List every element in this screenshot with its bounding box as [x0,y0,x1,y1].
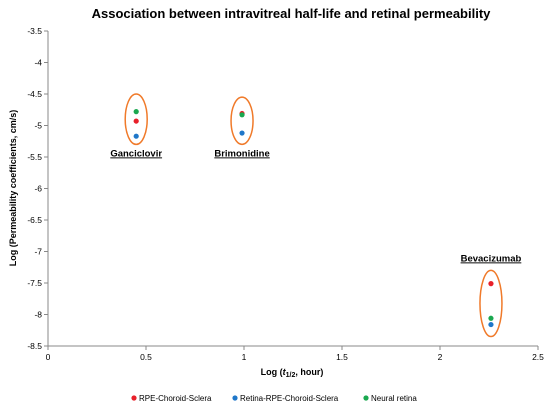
legend: RPE-Choroid-Sclera Retina-RPE-Choroid-Scl… [131,394,417,403]
data-point [488,321,494,328]
x-tick-label: 2 [438,352,443,362]
y-tick-label: -3.5 [27,26,42,36]
x-tick-label: 2.5 [532,352,544,362]
group-label: Brimonidine [214,148,269,159]
legend-label: Retina-RPE-Choroid-Sclera [240,394,339,403]
x-tick-label: 1.5 [336,352,348,362]
x-tick-label: 0.5 [140,352,152,362]
data-point [488,315,494,321]
data-point [133,133,139,139]
x-axis-label: Log (t1/2, hour) [261,367,324,379]
x-axis-label-subscript: 1/2 [286,372,296,379]
data-point [133,109,139,115]
y-tick-label: -5 [34,121,42,131]
group-label: Bevacizumab [461,253,522,264]
legend-marker [363,395,369,401]
y-tick-label: -8 [34,310,42,320]
legend-marker [131,395,137,401]
x-axis-label-variable: t [283,367,287,377]
x-tick-label: 1 [242,352,247,362]
y-tick-label: -8.5 [27,341,42,351]
group-ellipse [124,93,148,146]
data-point [239,130,245,136]
y-tick-label: -5.5 [27,152,42,162]
y-tick-label: -6.5 [27,215,42,225]
x-tick-label: 0 [46,352,51,362]
legend-label: Neural retina [371,394,417,403]
y-tick-label: -4 [34,58,42,68]
legend-marker [232,395,238,401]
y-tick-label: -7.5 [27,278,42,288]
x-axis-label-prefix: Log ( [261,367,283,377]
x-axis-label-suffix: , hour) [295,367,323,377]
data-point [133,118,139,124]
y-tick-label: -7 [34,247,42,257]
y-tick-label: -4.5 [27,89,42,99]
group-ellipse [230,96,254,146]
data-point [239,112,245,118]
group-label: Ganciclovir [110,148,162,159]
chart-title: Association between intravitreal half-li… [92,6,492,21]
group-ellipse [479,269,503,338]
y-axis-label: Log (Permeability coefficients, cm/s) [8,110,18,267]
y-tick-label: -6 [34,184,42,194]
data-point [488,281,494,287]
legend-label: RPE-Choroid-Sclera [139,394,212,403]
